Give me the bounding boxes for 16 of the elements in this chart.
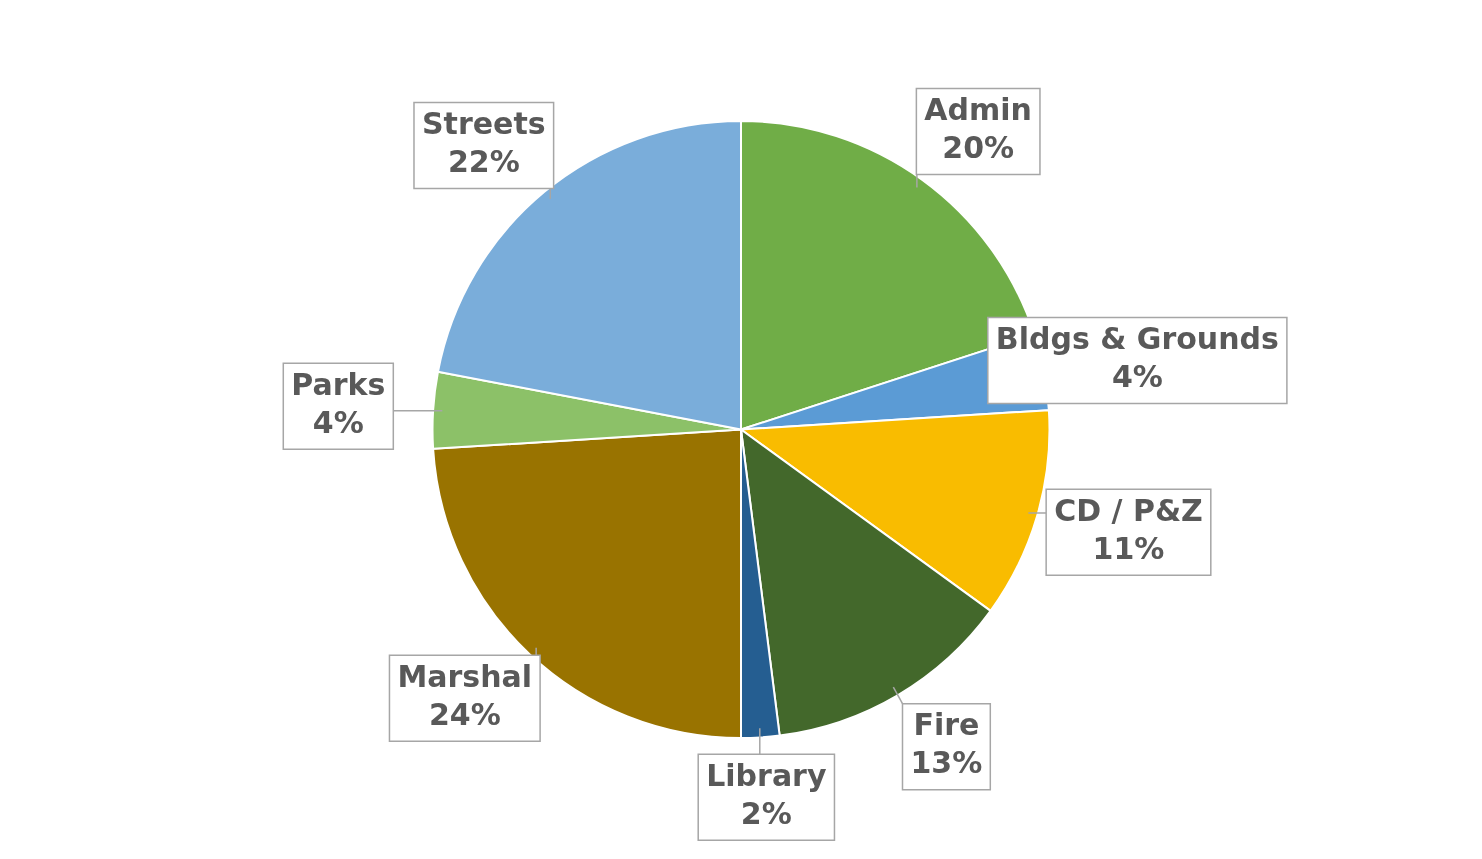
data-label: 11% bbox=[1092, 531, 1165, 567]
slice-label: Parks bbox=[291, 367, 386, 403]
data-label: 20% bbox=[942, 130, 1015, 166]
slice-label: Admin bbox=[924, 92, 1032, 128]
data-label: 24% bbox=[428, 696, 501, 732]
data-label: 4% bbox=[1111, 359, 1163, 395]
slice-label: Bldgs & Grounds bbox=[995, 321, 1279, 357]
data-label: 4% bbox=[312, 405, 364, 441]
slice-label: CD / P&Z bbox=[1054, 493, 1203, 529]
data-label: 2% bbox=[740, 796, 792, 832]
slice-label: Marshal bbox=[397, 658, 533, 694]
data-label: 13% bbox=[910, 745, 983, 781]
data-label: 22% bbox=[447, 144, 520, 180]
slice-label: Fire bbox=[913, 707, 980, 743]
slice-label: Streets bbox=[421, 106, 546, 142]
slice-label: Library bbox=[706, 758, 827, 794]
